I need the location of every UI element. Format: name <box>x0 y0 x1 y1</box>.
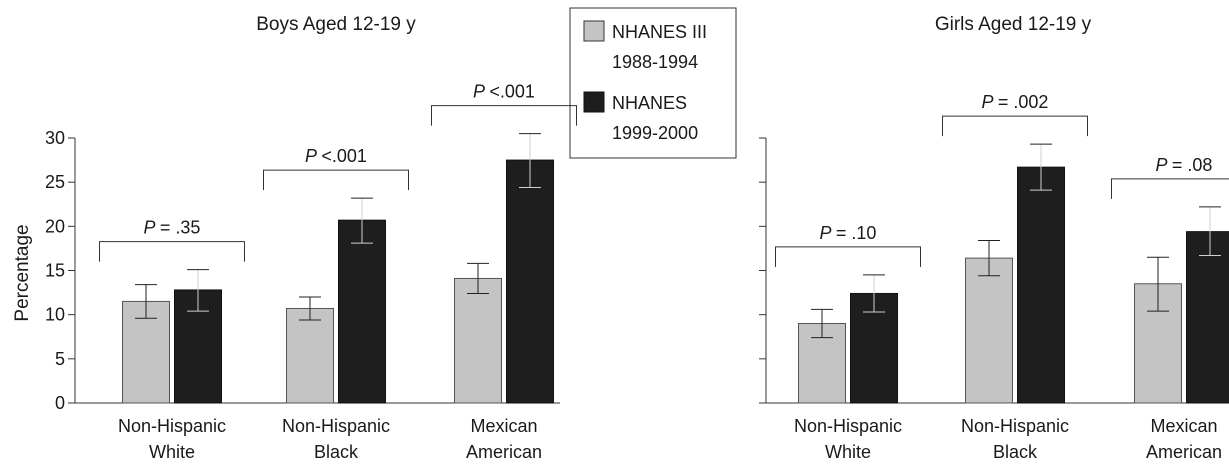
legend-label-nhanes-1999-line1: NHANES <box>612 93 687 113</box>
p-value-bracket <box>99 241 245 262</box>
x-tick-label: Black <box>993 442 1038 462</box>
chart-title-boys: Boys Aged 12-19 y <box>256 14 416 35</box>
p-value-label: P = .10 <box>820 223 877 243</box>
legend: NHANES III 1988-1994 NHANES 1999-2000 <box>569 7 737 159</box>
y-tick-label: 0 <box>55 393 65 413</box>
x-tick-label: Mexican <box>1150 416 1217 436</box>
chart-panel-0: 0 5 10 15 20 25 30 Non-Hispanic White P = .35 Non-… <box>45 82 577 462</box>
p-value-bracket <box>1111 178 1229 199</box>
x-tick-label: Non-Hispanic <box>282 416 390 436</box>
bar-nhanes-iii-1 <box>965 257 1013 404</box>
y-tick-label: 15 <box>45 261 65 281</box>
p-value-label: P <.001 <box>305 146 367 166</box>
bar-nhanes-iii-1 <box>286 307 334 404</box>
p-value-label: P = .35 <box>144 218 201 238</box>
legend-label-nhanes-1999-line2: 1999-2000 <box>612 123 698 143</box>
legend-label-nhanes-iii-line1: NHANES III <box>612 22 707 42</box>
y-tick-label: 10 <box>45 305 65 325</box>
chart-title-girls: Girls Aged 12-19 y <box>935 14 1092 35</box>
p-value-bracket <box>775 246 921 267</box>
y-axis-label: Percentage <box>12 224 33 321</box>
x-tick-label: Non-Hispanic <box>794 416 902 436</box>
x-tick-label: Black <box>314 442 359 462</box>
legend-label-nhanes-iii-line2: 1988-1994 <box>612 52 698 72</box>
p-value-label: P = .002 <box>982 92 1049 112</box>
legend-swatch-nhanes-1999 <box>583 91 605 113</box>
x-tick-label: American <box>466 442 542 462</box>
bar-nhanes-1999-2 <box>506 159 554 404</box>
y-tick-label: 5 <box>55 349 65 369</box>
x-tick-label: Mexican <box>470 416 537 436</box>
x-tick-label: White <box>149 442 195 462</box>
x-tick-label: American <box>1146 442 1222 462</box>
bar-nhanes-iii-2 <box>454 277 502 404</box>
y-tick-label: 30 <box>45 128 65 148</box>
bar-nhanes-1999-1 <box>338 219 386 404</box>
x-tick-label: Non-Hispanic <box>118 416 226 436</box>
bar-nhanes-1999-2 <box>1186 231 1229 404</box>
x-tick-label: Non-Hispanic <box>961 416 1069 436</box>
p-value-bracket <box>942 115 1088 137</box>
p-value-label: P <.001 <box>473 82 535 102</box>
p-value-bracket <box>263 169 409 191</box>
p-value-bracket <box>431 105 577 126</box>
legend-swatch-nhanes-iii <box>583 20 605 42</box>
y-tick-label: 25 <box>45 172 65 192</box>
bar-nhanes-1999-1 <box>1017 166 1065 404</box>
chart-panel-1: Non-Hispanic White P = .10 Non-Hispanic Blac… <box>759 92 1229 462</box>
x-tick-label: White <box>825 442 871 462</box>
p-value-label: P = .08 <box>1156 155 1213 175</box>
y-tick-label: 20 <box>45 216 65 236</box>
legend-box <box>569 7 737 159</box>
